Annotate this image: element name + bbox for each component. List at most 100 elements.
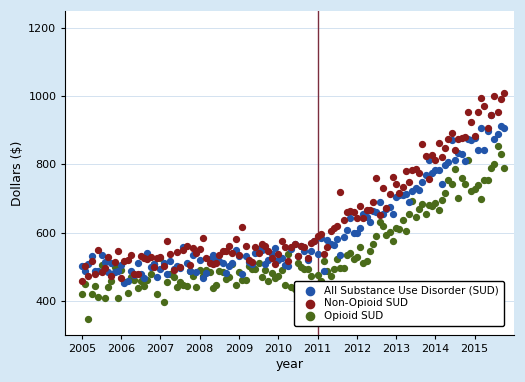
Non-Opioid SUD [133,271,142,277]
Non-Opioid SUD [484,125,492,131]
All Substance Use Disorder (SUD) [94,268,102,274]
All Substance Use Disorder (SUD) [195,257,204,263]
Non-Opioid SUD [212,260,220,266]
Non-Opioid SUD [422,153,430,159]
All Substance Use Disorder (SUD) [268,251,276,257]
All Substance Use Disorder (SUD) [97,252,106,258]
Opioid SUD [307,273,315,279]
Opioid SUD [323,268,332,274]
All Substance Use Disorder (SUD) [353,230,361,236]
Opioid SUD [130,277,139,283]
All Substance Use Disorder (SUD) [140,275,148,281]
Non-Opioid SUD [78,278,86,285]
Non-Opioid SUD [431,157,439,163]
All Substance Use Disorder (SUD) [146,264,155,270]
Opioid SUD [300,266,309,272]
Non-Opioid SUD [415,170,423,176]
Opioid SUD [372,233,381,240]
Non-Opioid SUD [255,250,263,256]
Non-Opioid SUD [369,199,377,205]
All Substance Use Disorder (SUD) [412,185,420,191]
All Substance Use Disorder (SUD) [107,260,116,266]
All Substance Use Disorder (SUD) [277,255,286,261]
All Substance Use Disorder (SUD) [333,236,341,242]
All Substance Use Disorder (SUD) [258,246,266,253]
All Substance Use Disorder (SUD) [320,268,328,274]
Opioid SUD [202,267,211,274]
All Substance Use Disorder (SUD) [264,257,272,263]
Opioid SUD [287,284,296,290]
Opioid SUD [199,273,207,279]
Opioid SUD [434,207,443,214]
Opioid SUD [438,197,446,203]
Non-Opioid SUD [114,248,122,254]
Non-Opioid SUD [310,238,319,244]
Non-Opioid SUD [173,249,181,255]
Non-Opioid SUD [199,235,207,241]
All Substance Use Disorder (SUD) [143,250,152,256]
All Substance Use Disorder (SUD) [487,112,495,118]
All Substance Use Disorder (SUD) [484,128,492,134]
All Substance Use Disorder (SUD) [336,252,344,258]
All Substance Use Disorder (SUD) [395,192,404,198]
Opioid SUD [186,267,194,274]
Non-Opioid SUD [208,261,217,267]
All Substance Use Disorder (SUD) [313,251,322,257]
All Substance Use Disorder (SUD) [173,263,181,269]
Opioid SUD [290,286,299,293]
Non-Opioid SUD [163,238,171,244]
All Substance Use Disorder (SUD) [438,181,446,187]
All Substance Use Disorder (SUD) [120,280,129,286]
All Substance Use Disorder (SUD) [215,258,224,264]
All Substance Use Disorder (SUD) [392,194,400,200]
All Substance Use Disorder (SUD) [212,256,220,262]
Non-Opioid SUD [300,244,309,250]
Non-Opioid SUD [349,209,358,215]
Opioid SUD [293,261,302,267]
Non-Opioid SUD [238,224,246,230]
Opioid SUD [303,266,312,272]
Non-Opioid SUD [366,207,374,213]
Opioid SUD [349,256,358,262]
Opioid SUD [343,252,351,258]
All Substance Use Disorder (SUD) [274,257,282,264]
All Substance Use Disorder (SUD) [287,246,296,252]
Opioid SUD [117,267,125,273]
Opioid SUD [320,258,328,264]
All Substance Use Disorder (SUD) [245,259,253,265]
Opioid SUD [415,206,423,212]
Non-Opioid SUD [153,255,161,261]
Opioid SUD [333,256,341,262]
Opioid SUD [356,244,364,250]
Non-Opioid SUD [372,175,381,181]
All Substance Use Disorder (SUD) [366,219,374,225]
Non-Opioid SUD [166,251,174,257]
Non-Opioid SUD [130,271,139,277]
Non-Opioid SUD [494,109,502,115]
Non-Opioid SUD [317,230,325,236]
All Substance Use Disorder (SUD) [153,274,161,280]
Opioid SUD [497,151,505,157]
Non-Opioid SUD [447,130,456,136]
Opioid SUD [127,274,135,280]
Non-Opioid SUD [333,223,341,229]
Opioid SUD [382,232,391,238]
All Substance Use Disorder (SUD) [379,211,387,217]
Opioid SUD [104,285,112,291]
All Substance Use Disorder (SUD) [130,272,139,278]
All Substance Use Disorder (SUD) [235,253,243,259]
All Substance Use Disorder (SUD) [474,147,482,153]
Non-Opioid SUD [405,178,413,185]
All Substance Use Disorder (SUD) [238,271,246,277]
All Substance Use Disorder (SUD) [415,187,423,193]
Opioid SUD [195,267,204,273]
All Substance Use Disorder (SUD) [242,253,250,259]
Non-Opioid SUD [487,112,495,118]
Non-Opioid SUD [251,244,259,250]
Non-Opioid SUD [245,257,253,263]
All Substance Use Disorder (SUD) [192,269,201,275]
All Substance Use Disorder (SUD) [500,125,508,131]
All Substance Use Disorder (SUD) [402,191,410,197]
All Substance Use Disorder (SUD) [382,206,391,212]
All Substance Use Disorder (SUD) [359,211,368,217]
